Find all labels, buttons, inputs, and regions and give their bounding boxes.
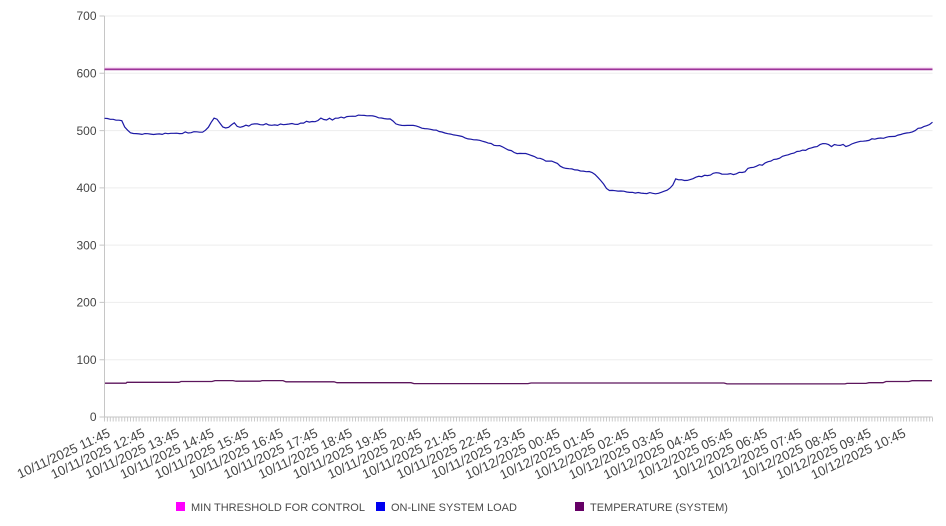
svg-text:400: 400 (76, 181, 96, 195)
svg-text:200: 200 (76, 296, 96, 310)
svg-text:300: 300 (76, 238, 96, 252)
svg-text:TEMPERATURE (SYSTEM): TEMPERATURE (SYSTEM) (590, 502, 728, 514)
svg-text:700: 700 (76, 9, 96, 23)
svg-text:100: 100 (76, 353, 96, 367)
svg-text:MIN THRESHOLD FOR CONTROL: MIN THRESHOLD FOR CONTROL (191, 502, 365, 514)
svg-text:0: 0 (90, 410, 97, 424)
svg-text:ON-LINE SYSTEM LOAD: ON-LINE SYSTEM LOAD (391, 502, 517, 514)
svg-text:500: 500 (76, 124, 96, 138)
svg-text:600: 600 (76, 67, 96, 81)
